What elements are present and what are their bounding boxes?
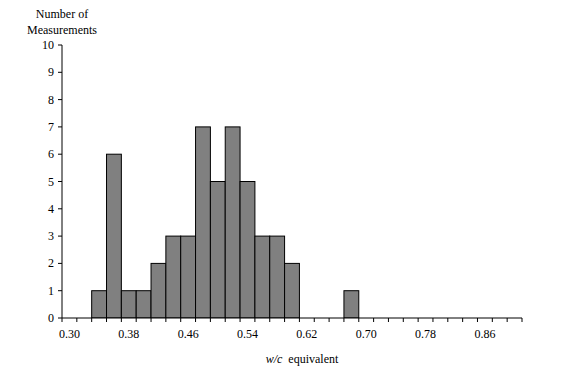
x-category-boundary bbox=[195, 318, 196, 322]
x-tick-label: 0.78 bbox=[415, 327, 436, 341]
y-tick bbox=[58, 154, 62, 155]
y-tick-label: 2 bbox=[48, 256, 54, 270]
bars bbox=[92, 127, 359, 318]
y-tick-label: 5 bbox=[48, 175, 54, 189]
x-category-boundary bbox=[477, 318, 478, 322]
x-category-boundary bbox=[225, 318, 226, 322]
y-tick bbox=[58, 45, 62, 46]
y-tick-label: 10 bbox=[42, 38, 54, 52]
x-category-boundary bbox=[447, 318, 448, 322]
bar bbox=[151, 263, 166, 318]
x-category-boundary bbox=[76, 318, 77, 322]
x-tick-label: 0.70 bbox=[356, 327, 377, 341]
y-tick-label: 4 bbox=[48, 202, 54, 216]
x-tick-label: 0.46 bbox=[178, 327, 199, 341]
bar bbox=[181, 236, 196, 318]
x-category-boundary bbox=[62, 318, 63, 322]
y-tick-label: 7 bbox=[48, 120, 54, 134]
x-category-boundary bbox=[462, 318, 463, 322]
y-tick-label: 9 bbox=[48, 65, 54, 79]
x-tick-label: 0.38 bbox=[118, 327, 139, 341]
x-category-boundary bbox=[284, 318, 285, 322]
bar bbox=[166, 236, 181, 318]
y-tick bbox=[58, 290, 62, 291]
x-category-boundary bbox=[240, 318, 241, 322]
x-category-boundary bbox=[106, 318, 107, 322]
bar bbox=[255, 236, 270, 318]
bar bbox=[270, 236, 285, 318]
bar bbox=[210, 182, 225, 319]
y-tick bbox=[58, 126, 62, 127]
x-tick-label: 0.86 bbox=[474, 327, 495, 341]
x-category-boundary bbox=[314, 318, 315, 322]
x-category-boundary bbox=[299, 318, 300, 322]
x-tick-label: 0.54 bbox=[237, 327, 258, 341]
y-tick bbox=[58, 72, 62, 73]
x-category-boundary bbox=[165, 318, 166, 322]
x-category-boundary bbox=[358, 318, 359, 322]
y-axis-title: Number of Measurements bbox=[14, 6, 110, 38]
x-category-boundary bbox=[507, 318, 508, 322]
x-category-boundary bbox=[522, 318, 523, 322]
y-tick bbox=[58, 181, 62, 182]
x-category-boundary bbox=[254, 318, 255, 322]
y-tick bbox=[58, 236, 62, 237]
x-category-boundary bbox=[403, 318, 404, 322]
x-category-boundary bbox=[432, 318, 433, 322]
bar bbox=[344, 291, 359, 318]
y-tick-label: 8 bbox=[48, 93, 54, 107]
x-category-boundary bbox=[121, 318, 122, 322]
x-category-boundary bbox=[329, 318, 330, 322]
y-tick-label: 6 bbox=[48, 147, 54, 161]
bar bbox=[240, 182, 255, 319]
x-category-boundary bbox=[151, 318, 152, 322]
y-tick-label: 0 bbox=[48, 311, 54, 325]
x-category-boundary bbox=[210, 318, 211, 322]
x-category-boundary bbox=[418, 318, 419, 322]
x-axis-title: w/c equivalent bbox=[266, 352, 339, 366]
chart: 0 1 2 3 4 5 6 7 8 9 10 0.30 0.38 0.46 0.54 0.62 0.70 0.78… bbox=[0, 0, 561, 384]
x-category-boundary bbox=[136, 318, 137, 322]
x-category-boundary bbox=[388, 318, 389, 322]
x-category-boundary bbox=[343, 318, 344, 322]
x-category-boundary bbox=[180, 318, 181, 322]
bar bbox=[196, 127, 211, 318]
bar bbox=[107, 154, 122, 318]
y-tick bbox=[58, 263, 62, 264]
x-category-boundary bbox=[492, 318, 493, 322]
bar bbox=[136, 291, 151, 318]
bar bbox=[225, 127, 240, 318]
x-category-boundary bbox=[91, 318, 92, 322]
y-tick-label: 1 bbox=[48, 284, 54, 298]
bar bbox=[121, 291, 136, 318]
y-tick bbox=[58, 208, 62, 209]
y-tick-label: 3 bbox=[48, 229, 54, 243]
x-tick-label: 0.62 bbox=[296, 327, 317, 341]
x-tick-label: 0.30 bbox=[59, 327, 80, 341]
bar bbox=[92, 291, 107, 318]
y-tick bbox=[58, 318, 62, 319]
x-category-boundary bbox=[269, 318, 270, 322]
x-axis bbox=[62, 318, 522, 319]
x-category-boundary bbox=[373, 318, 374, 322]
y-tick bbox=[58, 99, 62, 100]
bar bbox=[285, 263, 300, 318]
